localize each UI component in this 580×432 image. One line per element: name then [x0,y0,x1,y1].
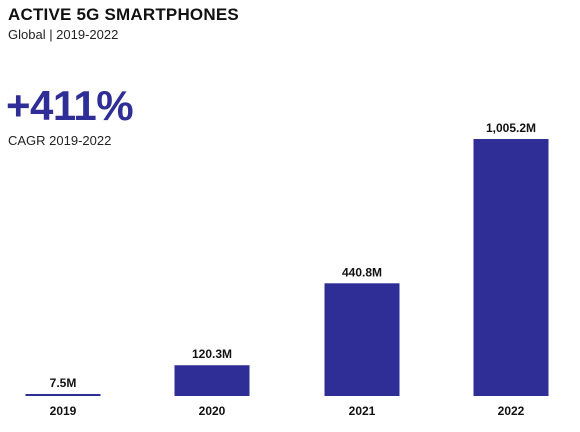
data-label-2021: 440.8M [342,265,382,279]
data-label-2019: 7.5M [50,376,77,390]
bar-2022 [473,139,549,396]
data-label-2022: 1,005.2M [486,121,536,135]
x-tick-label-2022: 2022 [498,404,525,418]
chart-subtitle: Global | 2019-2022 [8,27,119,42]
chart-title: ACTIVE 5G SMARTPHONES [8,5,239,24]
x-tick-label-2021: 2021 [349,404,376,418]
cagr-value: +411% [6,82,134,129]
bar-2020 [174,365,250,396]
bar-2019 [25,394,101,396]
bar-2021 [324,283,400,396]
x-tick-label-2020: 2020 [199,404,226,418]
x-tick-label-2019: 2019 [50,404,77,418]
data-label-2020: 120.3M [192,347,232,361]
cagr-caption: CAGR 2019-2022 [8,133,112,148]
